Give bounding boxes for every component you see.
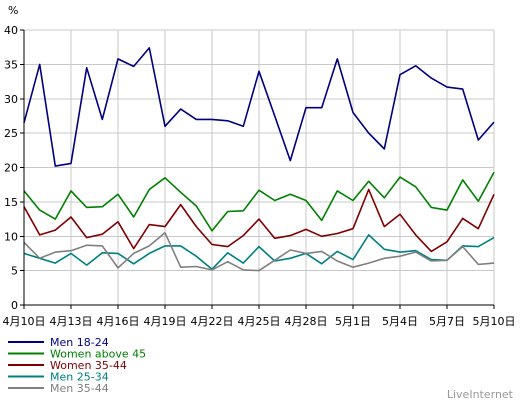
y-tick-label: 20 (4, 162, 18, 175)
y-axis-unit: % (8, 4, 18, 17)
series-line-men-25-34 (23, 234, 495, 271)
y-tick-label: 40 (4, 24, 18, 37)
series-line-women-above-45 (23, 171, 495, 232)
legend-label: Women above 45 (50, 348, 146, 361)
y-tick-label: 0 (11, 299, 18, 312)
x-tick-label: 4月19日 (144, 315, 187, 328)
grid-lines (23, 29, 495, 306)
x-axis-ticks: 4月10日 4月13日 4月16日 4月19日 4月22日 4月25日 4月28日 5月1日 5… (3, 305, 516, 328)
y-axis-ticks: 0 5 10 15 20 25 30 35 40 (4, 24, 24, 312)
x-tick-label: 4月22日 (191, 315, 234, 328)
y-tick-label: 35 (4, 58, 18, 71)
legend-label: Men 25-34 (50, 371, 109, 384)
legend-label: Men 35-44 (50, 382, 109, 395)
x-tick-label: 4月13日 (50, 315, 93, 328)
legend-label: Women 35-44 (50, 359, 127, 372)
y-tick-label: 25 (4, 127, 18, 140)
series-line-men-35-44 (23, 232, 495, 272)
liveinternet-brand: LiveInternet (447, 388, 514, 401)
x-tick-label: 5月4日 (382, 315, 418, 328)
x-tick-label: 4月28日 (285, 315, 328, 328)
series-line-women-35-44 (23, 188, 495, 253)
x-tick-label: 4月10日 (3, 315, 46, 328)
series-lines (23, 47, 495, 272)
y-tick-label: 10 (4, 230, 18, 243)
legend-label: Men 18-24 (50, 336, 109, 349)
y-tick-label: 15 (4, 196, 18, 209)
x-tick-label: 4月16日 (97, 315, 140, 328)
x-tick-label: 4月25日 (238, 315, 281, 328)
x-tick-label: 5月7日 (429, 315, 465, 328)
y-tick-label: 5 (11, 265, 18, 278)
y-tick-label: 30 (4, 93, 18, 106)
axes (23, 30, 494, 306)
x-tick-label: 5月1日 (335, 315, 371, 328)
x-tick-label: 5月10日 (473, 315, 516, 328)
series-line-men-18-24 (23, 47, 495, 167)
